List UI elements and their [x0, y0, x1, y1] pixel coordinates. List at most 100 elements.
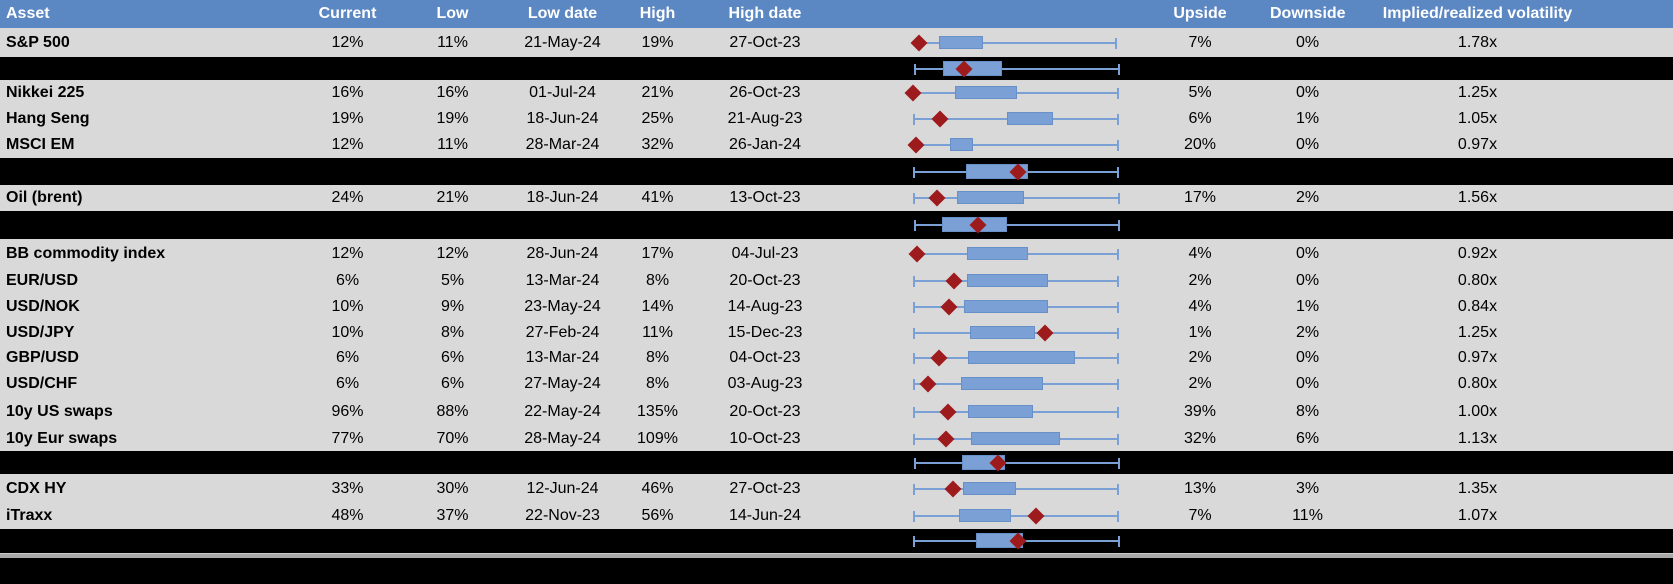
whisker-tick-low — [913, 220, 916, 231]
cell-low-date: 28-Jun-24 — [526, 244, 599, 262]
whisker-tick-high — [1118, 220, 1121, 231]
cell-high-date: 21-Aug-23 — [727, 110, 803, 127]
whisker-tick-low — [913, 302, 916, 313]
cell-downside: 8% — [1295, 402, 1320, 420]
whisker-line — [913, 461, 1119, 464]
cell-upside: 5% — [1188, 84, 1212, 101]
cell-high: 109% — [637, 429, 678, 447]
cell-upside: 39% — [1183, 402, 1217, 420]
table-row-usd-jpy: USD/JPY 10% 8% 27-Feb-24 11% 15-Dec-23 1% 2% 1.2… — [0, 320, 1673, 345]
range-boxplot-sparkline — [840, 28, 1130, 57]
whisker-line — [913, 515, 1117, 517]
section-separator-row — [0, 158, 1673, 185]
asset-name: 10y US swaps — [6, 402, 113, 420]
asset-name: S&P 500 — [6, 33, 70, 51]
cell-current: 19% — [331, 110, 364, 127]
whisker-tick-high — [1116, 140, 1119, 151]
cell-low-date: 13-Mar-24 — [525, 272, 600, 289]
range-box — [967, 351, 1075, 364]
cell-ratio: 1.78x — [1457, 33, 1498, 51]
whisker-tick-low — [913, 511, 916, 522]
cell-high: 21% — [641, 84, 674, 101]
range-boxplot-sparkline — [840, 294, 1130, 320]
cell-high-date: 15-Dec-23 — [727, 323, 803, 341]
cell-high: 8% — [645, 349, 670, 366]
column-header-low: Low — [436, 5, 469, 22]
range-box — [969, 325, 1035, 339]
cell-upside: 2% — [1188, 375, 1212, 392]
cell-downside: 0% — [1295, 349, 1320, 366]
cell-ratio: 1.05x — [1457, 110, 1498, 127]
cell-high: 8% — [645, 272, 670, 289]
cell-ratio: 1.13x — [1457, 429, 1498, 447]
range-box — [967, 274, 1048, 287]
asset-name: 10y Eur swaps — [6, 429, 118, 447]
cell-high-date: 10-Oct-23 — [729, 429, 801, 447]
whisker-tick-high — [1116, 327, 1119, 339]
cell-low-date: 23-May-24 — [524, 298, 601, 315]
cell-high: 19% — [641, 33, 674, 51]
range-box — [962, 481, 1017, 495]
cell-low-date: 18-Jun-24 — [526, 189, 599, 206]
cell-downside: 0% — [1295, 136, 1320, 153]
column-header-low-date: Low date — [527, 5, 598, 22]
cell-high-date: 04-Jul-23 — [731, 244, 799, 262]
current-marker-diamond — [930, 349, 948, 367]
cell-low: 6% — [440, 349, 465, 366]
cell-low: 11% — [437, 136, 468, 153]
whisker-tick-high — [1118, 457, 1121, 469]
asset-name: iTraxx — [6, 507, 53, 524]
column-header-high: High — [639, 5, 676, 22]
cell-low-date: 13-Mar-24 — [525, 349, 600, 366]
table-body: S&P 500 12% 11% 21-May-24 19% 27-Oct-23 7% 0% 1.… — [0, 28, 1673, 584]
cell-high-date: 14-Jun-24 — [728, 507, 802, 524]
cell-downside: 3% — [1295, 479, 1320, 497]
cell-low: 8% — [440, 323, 465, 341]
range-boxplot-sparkline — [840, 158, 1130, 185]
table-header-row: Asset Current Low Low date High High dat… — [0, 0, 1673, 28]
cell-current: 12% — [331, 136, 364, 153]
section-separator-row — [0, 558, 1673, 584]
cell-current: 77% — [331, 429, 364, 447]
whisker-tick-high — [1114, 37, 1117, 49]
asset-name: USD/NOK — [6, 298, 80, 315]
current-marker-diamond — [928, 189, 946, 207]
whisker-line — [913, 67, 1119, 70]
current-marker-diamond — [910, 34, 928, 51]
range-boxplot-sparkline — [840, 185, 1130, 211]
column-header-implied-realized: Implied/realized volatility — [1382, 5, 1573, 22]
current-marker-diamond — [907, 136, 925, 154]
current-marker-diamond — [945, 272, 963, 290]
cell-low-date: 21-May-24 — [524, 33, 601, 51]
range-boxplot-sparkline — [840, 474, 1130, 503]
table-row-nikkei-225: Nikkei 225 16% 16% 01-Jul-24 21% 26-Oct-23 5% 0… — [0, 80, 1673, 106]
table-row-usd-chf: USD/CHF 6% 6% 27-May-24 8% 03-Aug-23 2% 0% 0.80x — [0, 371, 1673, 397]
range-box — [958, 509, 1012, 522]
cell-high-date: 20-Oct-23 — [729, 272, 801, 289]
cell-current: 16% — [331, 84, 364, 101]
cell-current: 6% — [335, 349, 360, 366]
cell-low: 30% — [436, 479, 469, 497]
range-boxplot-sparkline — [840, 426, 1130, 451]
whisker-tick-low — [913, 536, 916, 547]
cell-low-date: 27-Feb-24 — [525, 323, 600, 341]
asset-name: Oil (brent) — [6, 189, 83, 206]
range-boxplot-sparkline — [840, 320, 1130, 345]
current-marker-diamond — [1027, 507, 1045, 525]
cell-current: 12% — [331, 244, 364, 262]
asset-name: BB commodity index — [6, 244, 166, 262]
range-boxplot-sparkline — [840, 268, 1130, 294]
range-box — [964, 300, 1048, 313]
range-box — [949, 138, 974, 151]
cell-ratio: 0.92x — [1457, 244, 1498, 262]
cell-high: 32% — [641, 136, 674, 153]
range-box — [967, 246, 1028, 260]
cell-upside: 2% — [1188, 349, 1212, 366]
table-row-s-p-500: S&P 500 12% 11% 21-May-24 19% 27-Oct-23 7% 0% 1.… — [0, 28, 1673, 57]
cell-ratio: 1.25x — [1457, 84, 1498, 101]
cell-current: 6% — [335, 375, 360, 392]
whisker-tick-low — [913, 327, 916, 339]
cell-downside: 2% — [1295, 189, 1320, 206]
range-box — [960, 377, 1043, 390]
